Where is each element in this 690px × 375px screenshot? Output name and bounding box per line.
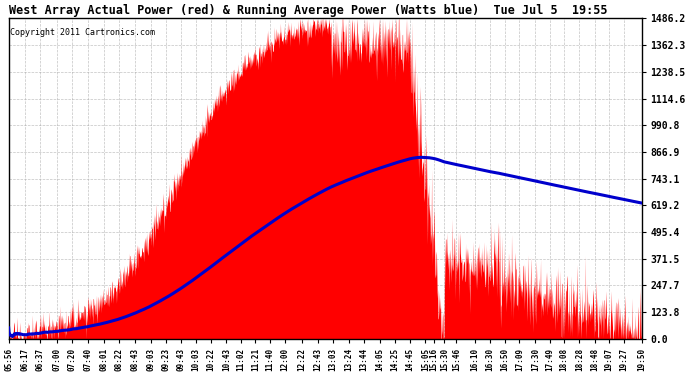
Text: Copyright 2011 Cartronics.com: Copyright 2011 Cartronics.com [10, 28, 155, 37]
Text: West Array Actual Power (red) & Running Average Power (Watts blue)  Tue Jul 5  1: West Array Actual Power (red) & Running … [9, 4, 607, 17]
